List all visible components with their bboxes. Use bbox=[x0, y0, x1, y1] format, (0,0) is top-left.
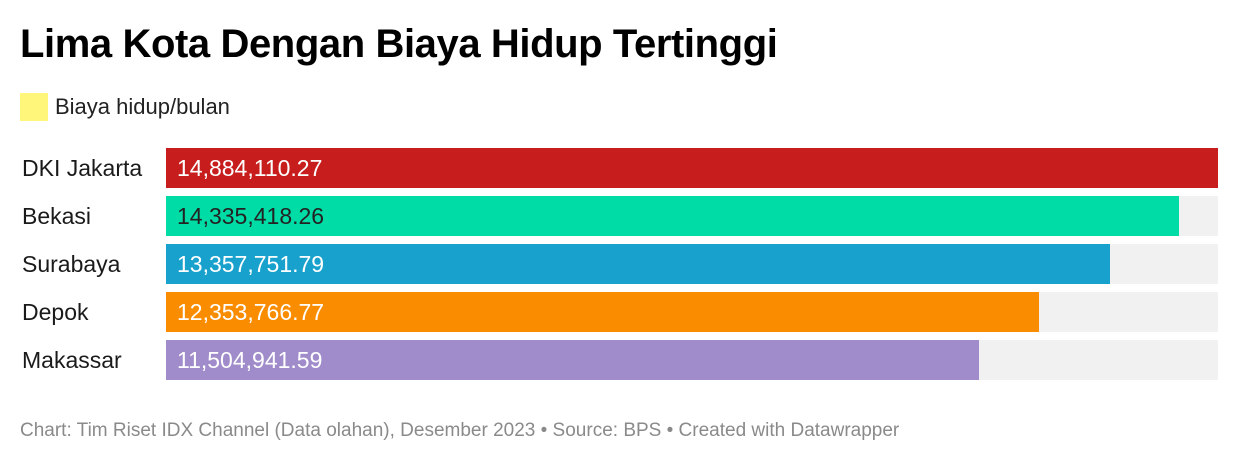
bar bbox=[166, 292, 1039, 332]
bar-row: Bekasi 14,335,418.26 bbox=[0, 196, 1240, 236]
category-label: Makassar bbox=[22, 347, 122, 373]
bar-track: 13,357,751.79 bbox=[166, 244, 1218, 284]
bar-value-label: 14,884,110.27 bbox=[177, 155, 323, 181]
bar-row: DKI Jakarta 14,884,110.27 bbox=[0, 148, 1240, 188]
bar-value-label: 13,357,751.79 bbox=[177, 251, 325, 277]
bar bbox=[166, 148, 1218, 188]
bar-track: 14,884,110.27 bbox=[166, 148, 1218, 188]
category-label: DKI Jakarta bbox=[22, 155, 143, 181]
bar-value-label: 12,353,766.77 bbox=[177, 299, 325, 325]
bar-row: Surabaya 13,357,751.79 bbox=[0, 244, 1240, 284]
chart-title: Lima Kota Dengan Biaya Hidup Tertinggi bbox=[20, 22, 778, 66]
legend: Biaya hidup/bulan bbox=[20, 92, 230, 122]
legend-label: Biaya hidup/bulan bbox=[55, 94, 230, 119]
bar-value-label: 14,335,418.26 bbox=[177, 203, 325, 229]
bar-chart: DKI Jakarta 14,884,110.27 Bekasi 14,335,418… bbox=[0, 148, 1240, 380]
bar bbox=[166, 196, 1179, 236]
bar bbox=[166, 340, 979, 380]
bar-row: Makassar 11,504,941.59 bbox=[0, 340, 1240, 380]
bar-track: 12,353,766.77 bbox=[166, 292, 1218, 332]
bar-track: 11,504,941.59 bbox=[166, 340, 1218, 380]
category-label: Depok bbox=[22, 299, 89, 325]
category-label: Bekasi bbox=[22, 203, 92, 229]
bar-value-label: 11,504,941.59 bbox=[177, 347, 323, 373]
chart-footer: Chart: Tim Riset IDX Channel (Data olaha… bbox=[20, 420, 900, 441]
category-label: Surabaya bbox=[22, 251, 121, 277]
bar-row: Depok 12,353,766.77 bbox=[0, 292, 1240, 332]
bar-track: 14,335,418.26 bbox=[166, 196, 1218, 236]
legend-swatch bbox=[20, 93, 48, 121]
bar bbox=[166, 244, 1110, 284]
